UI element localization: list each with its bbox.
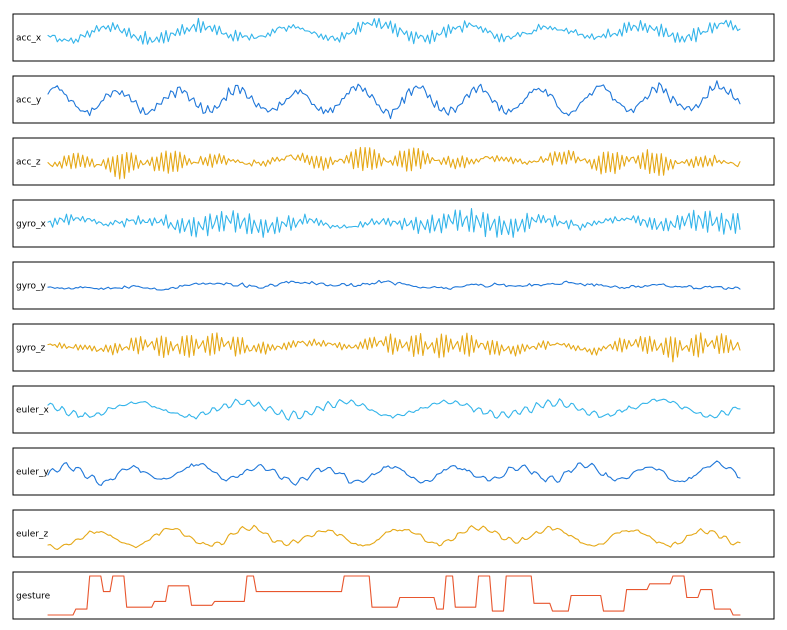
- panel-acc_z: acc_z: [12, 137, 775, 186]
- panel-euler_x: euler_x: [12, 385, 775, 434]
- panel-frame: [12, 447, 775, 496]
- series-line-gyro_y: [47, 279, 741, 291]
- panel-label: acc_z: [16, 158, 41, 168]
- panel-frame: [12, 75, 775, 124]
- series-line-gyro_z: [47, 332, 741, 363]
- series-line-euler_y: [47, 460, 741, 486]
- panel-frame: [12, 13, 775, 62]
- panel-label: gyro_x: [16, 220, 47, 230]
- series-line-euler_z: [47, 524, 741, 551]
- panel-label: acc_x: [16, 34, 42, 44]
- panel-label: euler_y: [16, 468, 49, 478]
- panel-gyro_y: gyro_y: [12, 261, 775, 310]
- panel-frame: [12, 509, 775, 558]
- panel-label: gyro_z: [16, 344, 46, 354]
- panel-euler_z: euler_z: [12, 509, 775, 558]
- series-line-acc_y: [47, 80, 741, 120]
- panel-frame: [12, 199, 775, 248]
- panel-frame: [12, 571, 775, 620]
- panel-label: euler_x: [16, 406, 49, 416]
- panel-gyro_x: gyro_x: [12, 199, 775, 248]
- panel-gesture: gesture: [12, 571, 775, 620]
- panel-gyro_z: gyro_z: [12, 323, 775, 372]
- panel-frame: [12, 385, 775, 434]
- panel-label: euler_z: [16, 530, 48, 540]
- panel-frame: [12, 261, 775, 310]
- panel-acc_x: acc_x: [12, 13, 775, 62]
- panel-euler_y: euler_y: [12, 447, 775, 496]
- panel-label: gyro_y: [16, 282, 47, 292]
- panel-label: acc_y: [16, 96, 42, 106]
- series-line-euler_x: [47, 398, 741, 421]
- series-line-gyro_x: [47, 207, 741, 238]
- series-line-acc_x: [47, 17, 741, 45]
- series-line-acc_z: [47, 146, 741, 180]
- panel-label: gesture: [16, 592, 51, 602]
- series-line-gesture: [47, 575, 741, 616]
- panel-acc_y: acc_y: [12, 75, 775, 124]
